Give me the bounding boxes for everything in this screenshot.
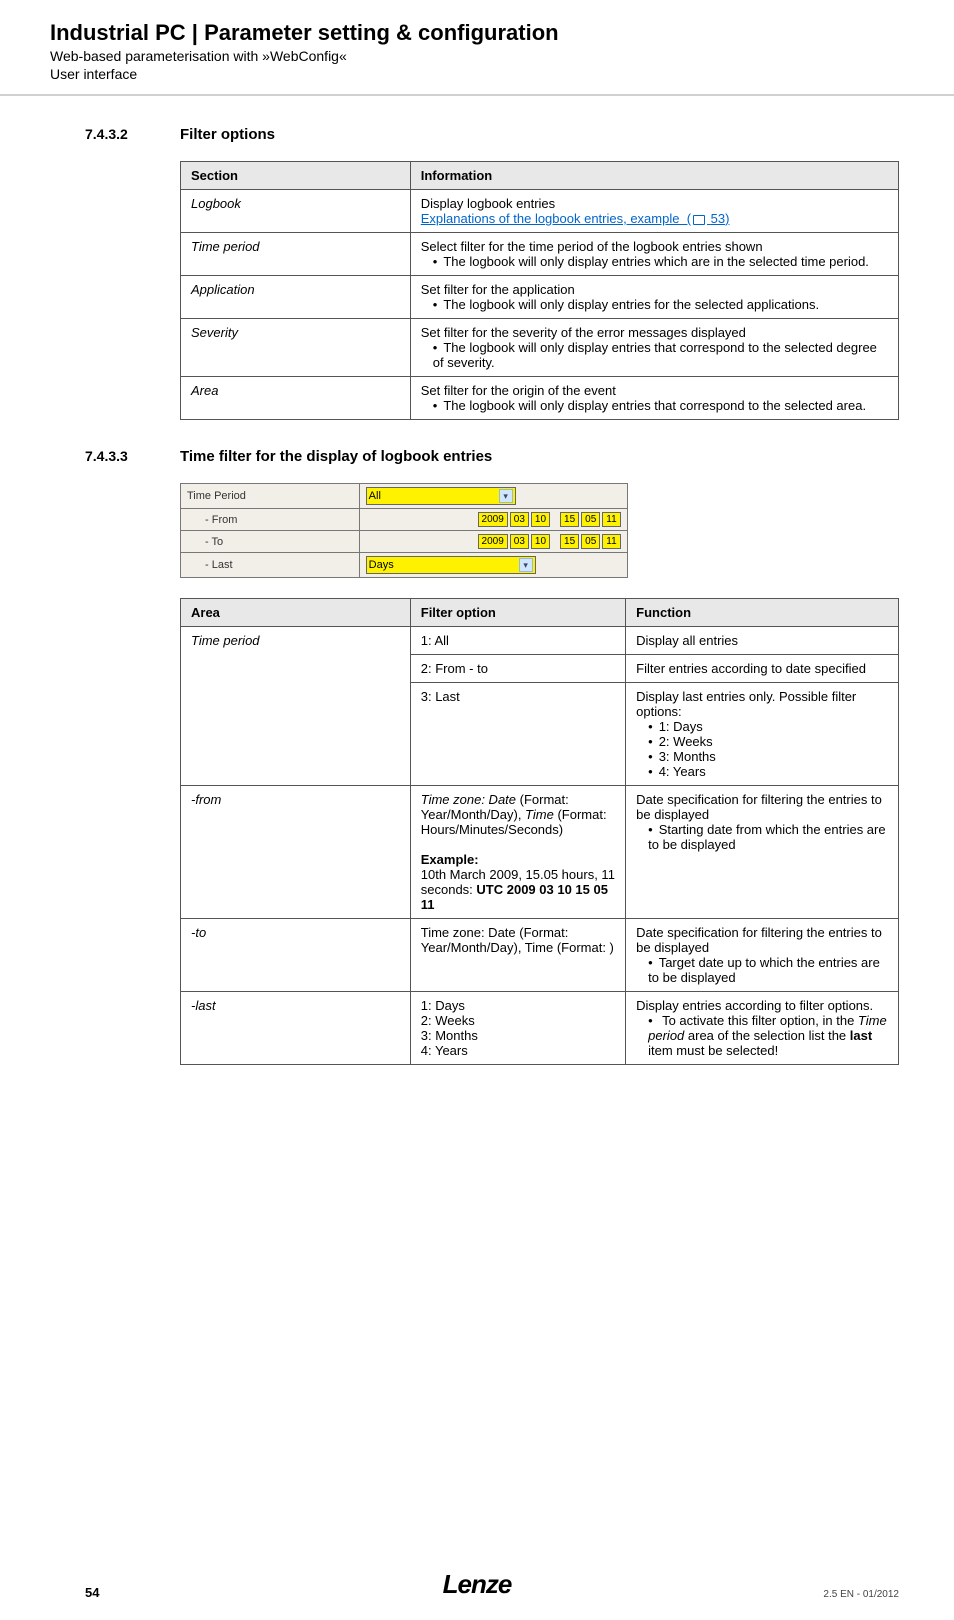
mock-control: 2009 03 10 15 05 11 [359,509,627,531]
row-area: -last [181,992,411,1065]
from-date-inputs[interactable]: 2009 03 10 15 05 11 [366,512,621,527]
col-filter-option: Filter option [410,599,625,627]
doc-title: Industrial PC | Parameter setting & conf… [50,20,954,46]
table-row: -last 1: Days 2: Weeks 3: Months 4: Year… [181,992,899,1065]
filter-options-table: Section Information Logbook Display logb… [180,161,899,420]
row-function: Display entries according to filter opti… [626,992,899,1065]
page-header: Industrial PC | Parameter setting & conf… [0,0,954,96]
logbook-explanation-link[interactable]: Explanations of the logbook entries, exa… [421,211,730,226]
row-filter-option: Time zone: Date (Format: Year/Month/Day)… [410,919,625,992]
table-row: Time period 1: All Display all entries [181,627,899,655]
mock-label: Time Period [181,484,360,509]
mock-label: - From [181,509,360,531]
table-row: Application Set filter for the applicati… [181,276,899,319]
time-filter-mock-ui: Time Period All ▾ - From 2009 03 10 15 0… [180,483,628,578]
doc-subtitle-2: User interface [50,66,954,82]
page-footer: 54 Lenze 2.5 EN - 01/2012 [0,1585,954,1620]
row-filter-option: Time zone: Date (Format: Year/Month/Day)… [410,786,625,919]
table-row: Time period Select filter for the time p… [181,233,899,276]
table-row: Severity Set filter for the severity of … [181,319,899,377]
mock-control: Days ▾ [359,553,627,578]
section-title: Time filter for the display of logbook e… [180,448,492,465]
page-number: 54 [85,1585,99,1600]
mock-control: 2009 03 10 15 05 11 [359,531,627,553]
chevron-down-icon: ▾ [519,558,533,572]
row-label: Time period [181,233,411,276]
section-heading: 7.4.3.3 Time filter for the display of l… [85,448,899,465]
row-function: Display last entries only. Possible filt… [626,683,899,786]
time-filter-options-table: Area Filter option Function Time period … [180,598,899,1065]
row-function: Filter entries according to date specifi… [626,655,899,683]
row-info: Set filter for the origin of the event T… [410,377,898,420]
col-function: Function [626,599,899,627]
section-title: Filter options [180,126,275,143]
mock-label: - Last [181,553,360,578]
mock-control: All ▾ [359,484,627,509]
row-label: Application [181,276,411,319]
mock-label: - To [181,531,360,553]
table-row: Area Set filter for the origin of the ev… [181,377,899,420]
brand-logo: Lenze [443,1569,512,1600]
row-function: Display all entries [626,627,899,655]
col-section: Section [181,162,411,190]
row-info: Select filter for the time period of the… [410,233,898,276]
page-content: 7.4.3.2 Filter options Section Informati… [0,96,954,1065]
chevron-down-icon: ▾ [499,489,513,503]
row-label: Area [181,377,411,420]
row-function: Date specification for filtering the ent… [626,919,899,992]
table-row: -from Time zone: Date (Format: Year/Mont… [181,786,899,919]
row-filter-option: 2: From - to [410,655,625,683]
page-ref-icon [693,215,705,225]
doc-version: 2.5 EN - 01/2012 [823,1589,899,1600]
doc-subtitle-1: Web-based parameterisation with »WebConf… [50,48,954,64]
row-info: Display logbook entries Explanations of … [410,190,898,233]
col-area: Area [181,599,411,627]
row-filter-option: 3: Last [410,683,625,786]
section-number: 7.4.3.3 [85,448,180,465]
row-info: Set filter for the application The logbo… [410,276,898,319]
row-info: Set filter for the severity of the error… [410,319,898,377]
to-date-inputs[interactable]: 2009 03 10 15 05 11 [366,534,621,549]
table-row: -to Time zone: Date (Format: Year/Month/… [181,919,899,992]
row-area: Time period [181,627,411,786]
row-function: Date specification for filtering the ent… [626,786,899,919]
time-period-select[interactable]: All ▾ [366,487,516,505]
last-unit-select[interactable]: Days ▾ [366,556,536,574]
section-heading: 7.4.3.2 Filter options [85,126,899,143]
row-label: Logbook [181,190,411,233]
row-area: -to [181,919,411,992]
row-area: -from [181,786,411,919]
section-number: 7.4.3.2 [85,126,180,143]
col-information: Information [410,162,898,190]
table-row: Logbook Display logbook entries Explanat… [181,190,899,233]
row-filter-option: 1: All [410,627,625,655]
row-filter-option: 1: Days 2: Weeks 3: Months 4: Years [410,992,625,1065]
row-label: Severity [181,319,411,377]
